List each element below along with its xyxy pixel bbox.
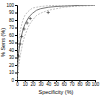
plot-area: 0102030405060708090100010203040506070809… [6,3,99,87]
scatter-point [22,27,25,30]
scatter-point [20,35,23,38]
x-tick: 60 [62,80,68,87]
x-tick: 0 [16,80,19,87]
y-tick-mark [15,50,17,51]
y-tick-label: 20 [9,63,15,68]
y-tick-label: 40 [9,48,15,53]
y-tick: 40 [9,48,17,53]
y-axis: 0 10 20 30 40 50 60 70 80 90 100 [6,3,17,83]
y-tick-label: 30 [9,55,15,60]
y-tick-mark [15,58,17,59]
scatter-point [17,54,20,57]
y-tick-mark [15,73,17,74]
scatter-point [26,21,29,24]
x-tick: 100 [92,80,100,87]
y-tick-label: 0 [11,78,14,83]
scatter-point [47,11,50,14]
y-tick: 80 [9,18,17,23]
scatter-point [17,71,19,74]
scatter-point [29,17,32,20]
y-tick: 50 [9,40,17,45]
y-tick-mark [15,28,17,29]
x-tick-label: 10 [23,82,29,87]
y-tick-mark [15,13,17,14]
x-tick: 80 [77,80,83,87]
y-tick-label: 50 [9,40,15,45]
x-tick-label: 50 [54,82,60,87]
ci-line [17,5,95,80]
marks [17,5,95,80]
x-tick: 30 [38,80,44,87]
y-tick-mark [15,35,17,36]
y-tick: 30 [9,55,17,60]
roc-line [17,5,95,80]
y-tick-mark [15,5,17,6]
y-tick-label: 100 [6,3,14,8]
x-tick: 90 [85,80,91,87]
y-tick-mark [15,65,17,66]
x-tick-label: 80 [77,82,83,87]
x-axis: 0 102030405060708090100 [16,80,100,87]
y-axis-title: % Sens (%) [0,28,6,57]
y-tick-mark [15,43,17,44]
x-tick-label: 100 [92,82,100,87]
x-tick: 10 [23,80,29,87]
x-tick-label: 0 [16,82,19,87]
x-tick-label: 40 [46,82,52,87]
y-tick-label: 60 [9,33,15,38]
x-tick-label: 70 [70,82,76,87]
scatter-point [19,42,22,45]
x-axis-title: Specificity (%) [39,89,74,95]
x-tick: 20 [31,80,37,87]
x-tick: 70 [70,80,76,87]
y-tick-label: 80 [9,18,15,23]
x-tick: 40 [46,80,52,87]
y-tick: 0 [11,78,17,83]
y-tick: 90 [9,10,17,15]
y-tick: 70 [9,25,17,30]
ci-line [17,5,95,80]
y-tick-mark [15,20,17,21]
chart: 0102030405060708090100010203040506070809… [0,0,100,96]
y-tick: 10 [9,70,17,75]
x-tick-label: 90 [85,82,91,87]
y-tick: 20 [9,63,17,68]
y-tick-mark [15,80,17,81]
y-tick-label: 10 [9,70,15,75]
y-tick: 60 [9,33,17,38]
x-tick-label: 20 [31,82,37,87]
y-tick-label: 90 [9,10,15,15]
y-tick: 100 [6,3,17,8]
x-tick: 50 [54,80,60,87]
y-tick-label: 70 [9,25,15,30]
x-tick-label: 30 [38,82,44,87]
x-tick-label: 60 [62,82,68,87]
